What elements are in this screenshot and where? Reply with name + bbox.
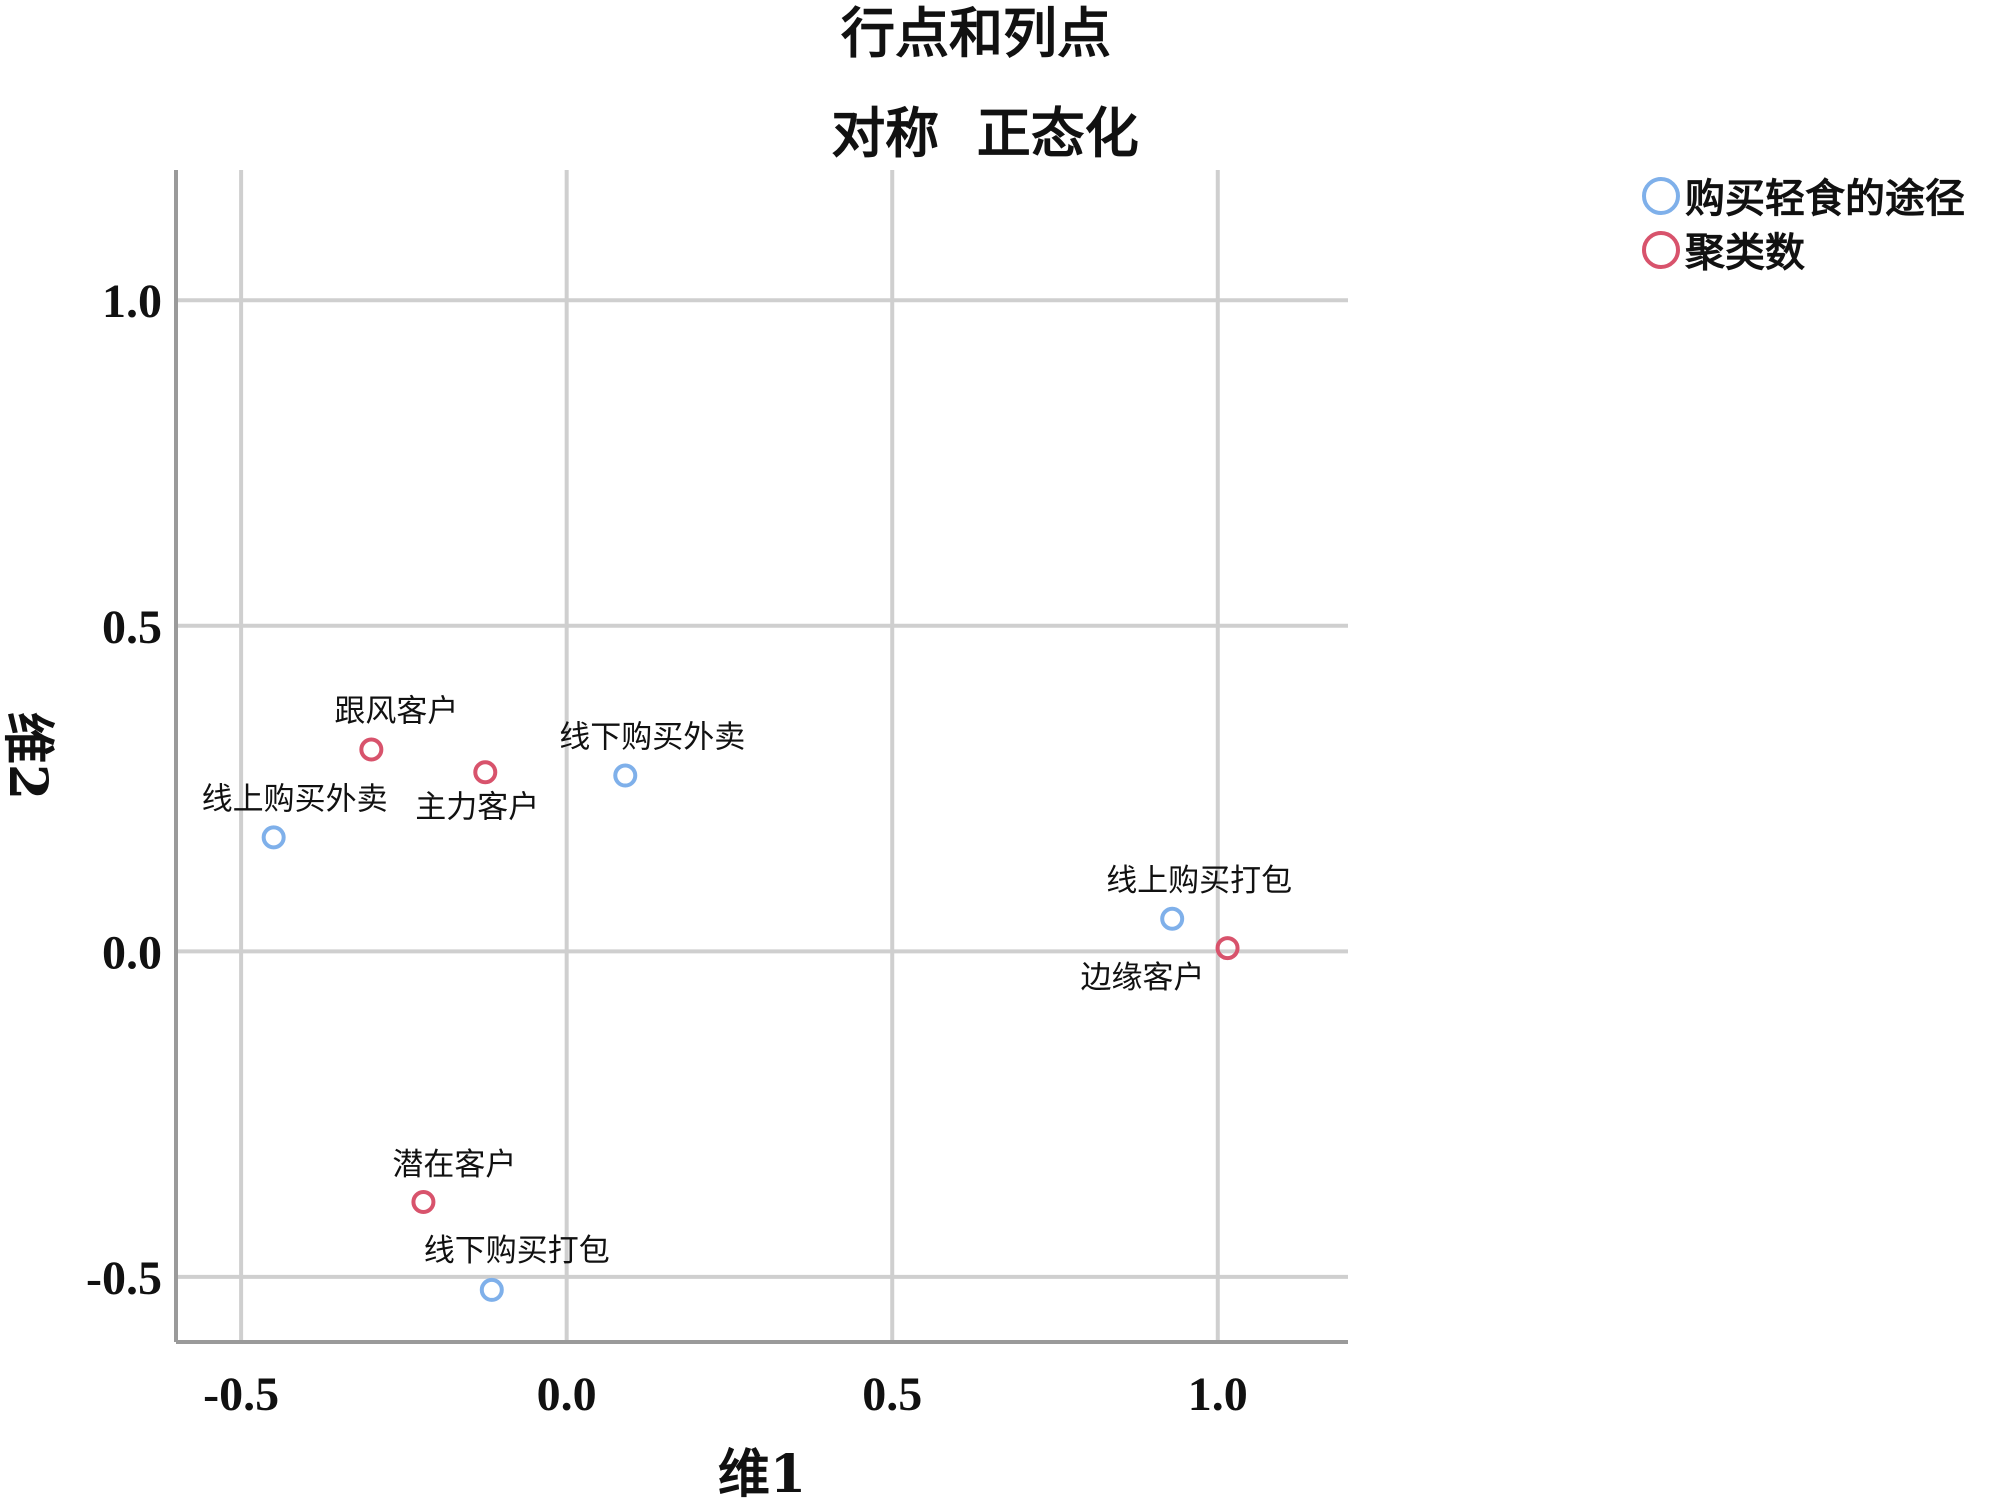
point-label: 线上购买外卖: [202, 781, 388, 817]
point-cluster-2: [473, 760, 498, 785]
x-tick-label: 1.0: [1188, 1368, 1248, 1421]
point-label: 线下购买打包: [424, 1233, 610, 1269]
point-route-3: [1160, 906, 1185, 931]
point-label: 线下购买外卖: [559, 720, 745, 756]
point-cluster-4: [411, 1190, 436, 1215]
point-route-4: [479, 1277, 504, 1302]
tick-labels: -0.5 0.0 0.5 1.0 -0.5 0.0 0.5 1.0: [86, 275, 1248, 1421]
x-tick-label: 0.0: [537, 1368, 597, 1421]
point-route-2: [261, 825, 286, 850]
chart-subtitle: 对称 正态化: [831, 101, 1139, 165]
x-axis-title: 维1: [718, 1444, 806, 1503]
point-label: 跟风客户: [334, 693, 458, 729]
point-route-1: [613, 763, 638, 788]
point-label: 主力客户: [415, 789, 539, 825]
point-label: 潜在客户: [392, 1147, 516, 1183]
point-label: 线上购买打包: [1106, 863, 1292, 899]
y-tick-label: 0.5: [102, 601, 162, 654]
legend-label-series-1: 购买轻食的途径: [1685, 176, 1965, 222]
y-axis-title: 维2: [0, 712, 58, 800]
x-tick-label: -0.5: [203, 1368, 279, 1421]
x-tick-label: 0.5: [862, 1368, 922, 1421]
point-label: 边缘客户: [1081, 960, 1205, 996]
legend-label-series-2: 聚类数: [1684, 230, 1805, 276]
grid-lines: [176, 170, 1348, 1342]
legend: 购买轻食的途径 聚类数: [1642, 176, 1965, 276]
chart-title: 行点和列点: [841, 1, 1111, 65]
point-cluster-1: [359, 737, 384, 762]
point-cluster-3: [1215, 936, 1240, 961]
y-tick-label: 1.0: [102, 275, 162, 328]
legend-marker-series-1: [1642, 177, 1680, 215]
legend-marker-series-2: [1642, 231, 1680, 269]
y-tick-label: -0.5: [86, 1252, 162, 1305]
y-tick-label: 0.0: [102, 926, 162, 979]
